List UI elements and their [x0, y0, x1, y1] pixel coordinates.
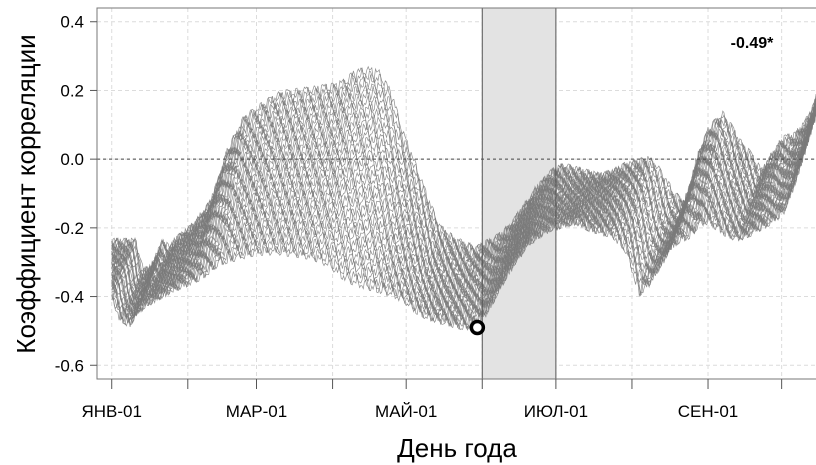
y-axis-title: Коэффициент корреляции: [11, 34, 41, 353]
x-tick-label: МАЙ-01: [375, 402, 437, 421]
x-tick-label: ЯНВ-01: [81, 402, 141, 421]
y-tick-label: -0.2: [55, 219, 84, 238]
x-tick-label: МАР-01: [226, 402, 287, 421]
x-tick-label: СЕН-01: [678, 402, 738, 421]
x-axis-ticks: ЯНВ-01 МАР-01 МАЙ-01 ИЮЛ-01 СЕН-01: [81, 379, 783, 421]
y-tick-label: 0.4: [60, 13, 84, 32]
series-line: [111, 67, 816, 276]
correlation-annotation: -0.49*: [731, 35, 774, 52]
series-line: [111, 105, 816, 324]
series-line: [111, 65, 816, 279]
y-tick-label: 0.0: [60, 150, 84, 169]
y-tick-label: -0.4: [55, 288, 84, 307]
min-marker: [469, 319, 486, 336]
series-line: [111, 94, 816, 330]
y-tick-label: 0.2: [60, 81, 84, 100]
plot-frame: [96, 7, 816, 380]
x-axis-title: День года: [397, 433, 517, 463]
series-line: [111, 89, 816, 285]
y-axis-ticks: -0.6 -0.4 -0.2 0.0 0.2 0.4: [55, 13, 97, 375]
x-tick-label: ИЮЛ-01: [524, 402, 588, 421]
series-line: [111, 112, 816, 294]
series-group: [111, 65, 816, 331]
y-tick-label: -0.6: [55, 356, 84, 375]
